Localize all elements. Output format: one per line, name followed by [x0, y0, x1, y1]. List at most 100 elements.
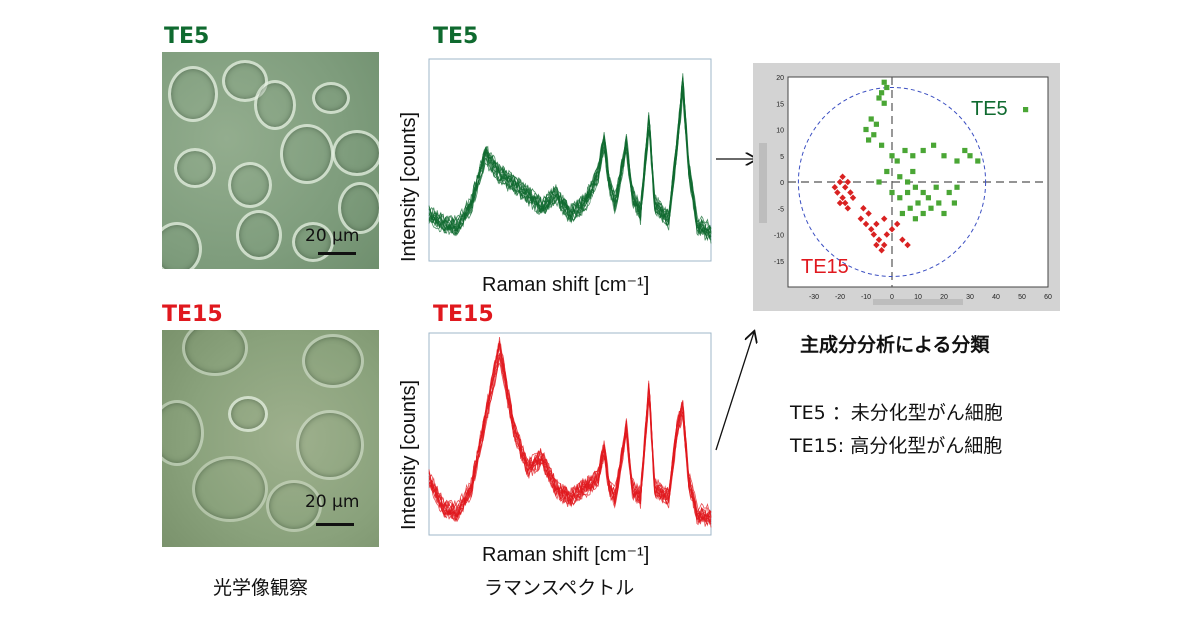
pca-point-te5 — [866, 137, 872, 143]
te5-spectrum-trace — [428, 78, 712, 240]
pca-x-tick: 10 — [914, 294, 922, 301]
pca-point-te5 — [941, 210, 947, 217]
pca-point-te5 — [954, 158, 960, 164]
pca-point-te5 — [899, 210, 905, 217]
te15-spectrum-trace — [428, 357, 712, 527]
pca-point-te5 — [928, 205, 934, 211]
pca-y-tick: 20 — [776, 75, 784, 82]
pca-point-te5 — [912, 216, 918, 222]
pca-x-tick: 0 — [890, 294, 894, 301]
pca-point-te5 — [920, 189, 926, 196]
pca-y-tick: 10 — [776, 128, 784, 135]
pca-point-te5 — [897, 195, 903, 201]
pca-point-te5 — [975, 158, 981, 164]
pca-x-tick: -10 — [861, 294, 871, 301]
te5-micrograph-label: TE5 — [164, 24, 210, 49]
pca-point-te5 — [905, 179, 911, 185]
pca-point-te5 — [871, 132, 877, 138]
arrows — [715, 140, 770, 451]
te5-scale-bar — [318, 252, 356, 255]
pca-point-te5 — [941, 153, 947, 159]
te5-spectrum-trace — [428, 94, 712, 241]
arrow-bottom — [715, 332, 754, 451]
pca-point-te5 — [879, 142, 885, 148]
pca-point-te5 — [868, 116, 874, 122]
pca-point-te5 — [863, 126, 869, 133]
pca-caption: 主成分分析による分類 — [800, 334, 990, 356]
pca-confidence-ellipse — [797, 87, 987, 277]
te5-spectrum-xlabel: Raman shift [cm⁻¹] — [482, 274, 650, 296]
pca-te15-annotation: TE15 — [801, 256, 849, 278]
pca-te5-annotation: TE5 — [971, 98, 1008, 120]
te5-micrograph — [162, 52, 379, 269]
pca-point-te15 — [862, 220, 870, 228]
te15-micrograph-label: TE15 — [162, 302, 223, 327]
pca-point-te5 — [933, 184, 939, 190]
pca-point-te15 — [875, 236, 883, 243]
pca-point-te5 — [894, 158, 900, 164]
te5-spectrum-trace — [428, 86, 712, 229]
pca-x-tick: 60 — [1044, 294, 1052, 301]
pca-point-te5 — [967, 153, 973, 159]
pca-point-te5 — [920, 210, 926, 217]
pca-x-tick: 50 — [1018, 294, 1026, 301]
pca-y-tick: 15 — [776, 101, 784, 108]
pca-point-te15 — [888, 226, 896, 233]
pca-point-te5 — [905, 189, 911, 196]
pca-point-te5 — [907, 205, 913, 211]
pca-point-te5 — [902, 147, 908, 154]
pca-point-te5 — [951, 200, 957, 206]
te15-spectrum-xlabel: Raman shift [cm⁻¹] — [482, 544, 650, 566]
te15-spectrum-trace — [428, 340, 712, 525]
pca-point-te5 — [884, 84, 890, 91]
pca-point-te5 — [879, 90, 885, 96]
pca-point-te5 — [912, 184, 918, 190]
pca-y-tick: 5 — [780, 154, 784, 161]
pca-point-te5 — [925, 195, 931, 201]
te15-scale-bar — [316, 523, 354, 526]
pca-point-te15 — [836, 178, 844, 186]
pca-x-tick: 20 — [940, 294, 948, 301]
pca-point-te5 — [962, 147, 968, 154]
legend-line-te15: TE15: 高分化型がん細胞 — [790, 435, 1003, 457]
pca-point-te5 — [873, 121, 879, 127]
pca-point-te5 — [876, 95, 882, 101]
pca-point-te5 — [915, 200, 921, 206]
pca-point-te5 — [936, 200, 942, 206]
optical-caption: 光学像観察 — [213, 577, 309, 599]
pca-point-te5 — [920, 147, 926, 154]
pca-point-te5 — [897, 174, 903, 180]
te5-spectrum-label: TE5 — [433, 24, 479, 49]
pca-point-te5 — [954, 184, 960, 190]
pca-y-tick: -5 — [778, 206, 784, 213]
pca-point-te15 — [836, 199, 844, 207]
te15-micrograph — [162, 330, 379, 547]
pca-point-te5 — [881, 100, 887, 106]
pca-point-te5 — [884, 168, 890, 175]
pca-point-te15 — [849, 194, 857, 201]
te15-spectrum-label: TE15 — [433, 302, 494, 327]
pca-y-tick: -10 — [774, 233, 784, 240]
te15-spectrum-chart — [428, 332, 712, 536]
te15-spectrum-ylabel: Intensity [counts] — [398, 379, 420, 530]
pca-x-tick: 40 — [992, 294, 1000, 301]
te15-spectrum-trace — [428, 347, 712, 513]
te15-scale-label: 20 μm — [305, 492, 360, 512]
pca-x-tick: -30 — [809, 294, 819, 301]
te5-scale-label: 20 μm — [305, 226, 360, 246]
pca-x-tick: -20 — [835, 294, 845, 301]
pca-point-te5 — [946, 189, 952, 196]
pca-y-tick: 0 — [780, 180, 784, 187]
pca-x-tick: 30 — [966, 294, 974, 301]
pca-point-te5 — [876, 179, 882, 185]
pca-point-te5 — [910, 168, 916, 175]
te5-spectrum-chart — [428, 58, 712, 262]
pca-y-tick: -15 — [774, 259, 784, 266]
te5-spectrum-ylabel: Intensity [counts] — [398, 111, 420, 262]
pca-point-te5 — [910, 153, 916, 159]
pca-point-te5 — [931, 142, 937, 148]
legend-line-te5: TE5 ：未分化型がん細胞 — [790, 402, 1003, 424]
pca-te5-legend-marker — [1023, 107, 1029, 113]
pca-point-te5 — [889, 189, 895, 196]
